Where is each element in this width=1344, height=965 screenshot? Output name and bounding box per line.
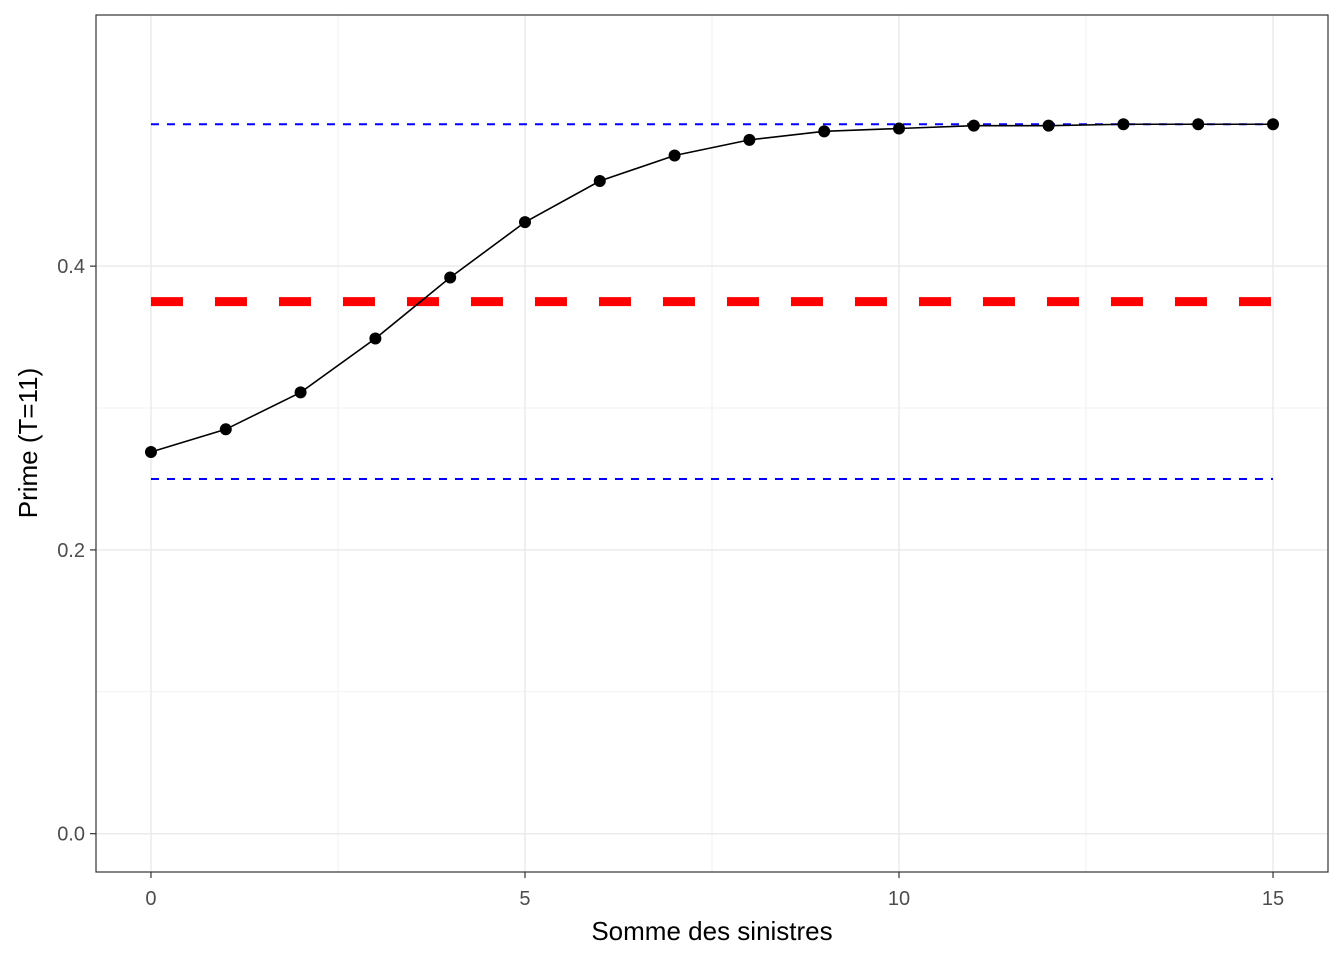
y-tick-label: 0.4 xyxy=(57,256,85,278)
data-point xyxy=(668,149,681,162)
x-tick-label: 5 xyxy=(519,888,530,910)
gridlines xyxy=(96,15,1328,872)
data-point xyxy=(1267,118,1280,131)
y-axis-label: Prime (T=11) xyxy=(13,368,43,519)
data-point xyxy=(1042,119,1055,132)
data-point xyxy=(144,446,157,459)
data-point xyxy=(369,332,382,345)
x-tick-label: 0 xyxy=(145,888,156,910)
panel-border xyxy=(95,14,1329,873)
data-point xyxy=(1117,118,1130,131)
data-point xyxy=(219,423,232,436)
data-point xyxy=(967,119,980,132)
data-point xyxy=(593,175,606,188)
y-tick-label: 0.2 xyxy=(57,540,85,562)
series xyxy=(144,118,1280,459)
data-point xyxy=(518,216,531,229)
data-point xyxy=(294,386,307,399)
x-axis-label: Somme des sinistres xyxy=(591,916,832,946)
x-tick-label: 15 xyxy=(1262,888,1284,910)
y-tick-label: 0.0 xyxy=(57,824,85,846)
series-line xyxy=(150,123,1274,453)
data-point xyxy=(1192,118,1205,131)
data-point xyxy=(444,271,457,284)
data-point xyxy=(743,133,756,146)
x-tick-label: 10 xyxy=(888,888,910,910)
data-point xyxy=(818,125,831,138)
data-point xyxy=(893,122,906,135)
axis-ticks: 0 5 10 15 0.0 0.2 0.4 xyxy=(57,256,1284,910)
